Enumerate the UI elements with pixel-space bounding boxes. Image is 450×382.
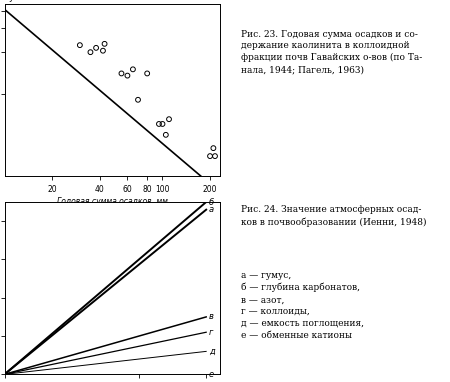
Text: д: д: [209, 347, 215, 356]
Text: б: б: [209, 197, 214, 207]
Text: а — гумус,
б — глубина карбонатов,
в — азот,
г — коллоиды,
д — емкость поглощени: а — гумус, б — глубина карбонатов, в — а…: [241, 271, 364, 340]
Point: [124, 73, 131, 79]
Point: [212, 153, 219, 159]
Point: [129, 66, 136, 72]
Text: y: y: [9, 0, 14, 2]
Text: е: е: [209, 370, 214, 379]
Point: [166, 116, 173, 122]
Point: [162, 132, 169, 138]
Point: [207, 153, 214, 159]
Text: Рис. 23. Годовая сумма осадков и со-
держание каолинита в коллоидной
фракции поч: Рис. 23. Годовая сумма осадков и со- дер…: [241, 30, 423, 74]
Point: [99, 48, 107, 54]
Point: [76, 42, 83, 48]
Text: г: г: [209, 328, 213, 337]
Point: [87, 49, 94, 55]
Point: [159, 121, 166, 127]
Point: [118, 70, 125, 76]
Text: а: а: [209, 205, 214, 214]
Point: [144, 70, 151, 76]
Point: [135, 97, 142, 103]
Text: в: в: [209, 312, 214, 321]
Point: [210, 145, 217, 151]
Point: [101, 41, 108, 47]
Point: [93, 45, 100, 51]
X-axis label: Годовая сумма осадков, мм: Годовая сумма осадков, мм: [57, 197, 167, 206]
Text: Рис. 24. Значение атмосферных осад-
ков в почвообразовании (Иенни, 1948): Рис. 24. Значение атмосферных осад- ков …: [241, 206, 427, 227]
Point: [155, 121, 162, 127]
